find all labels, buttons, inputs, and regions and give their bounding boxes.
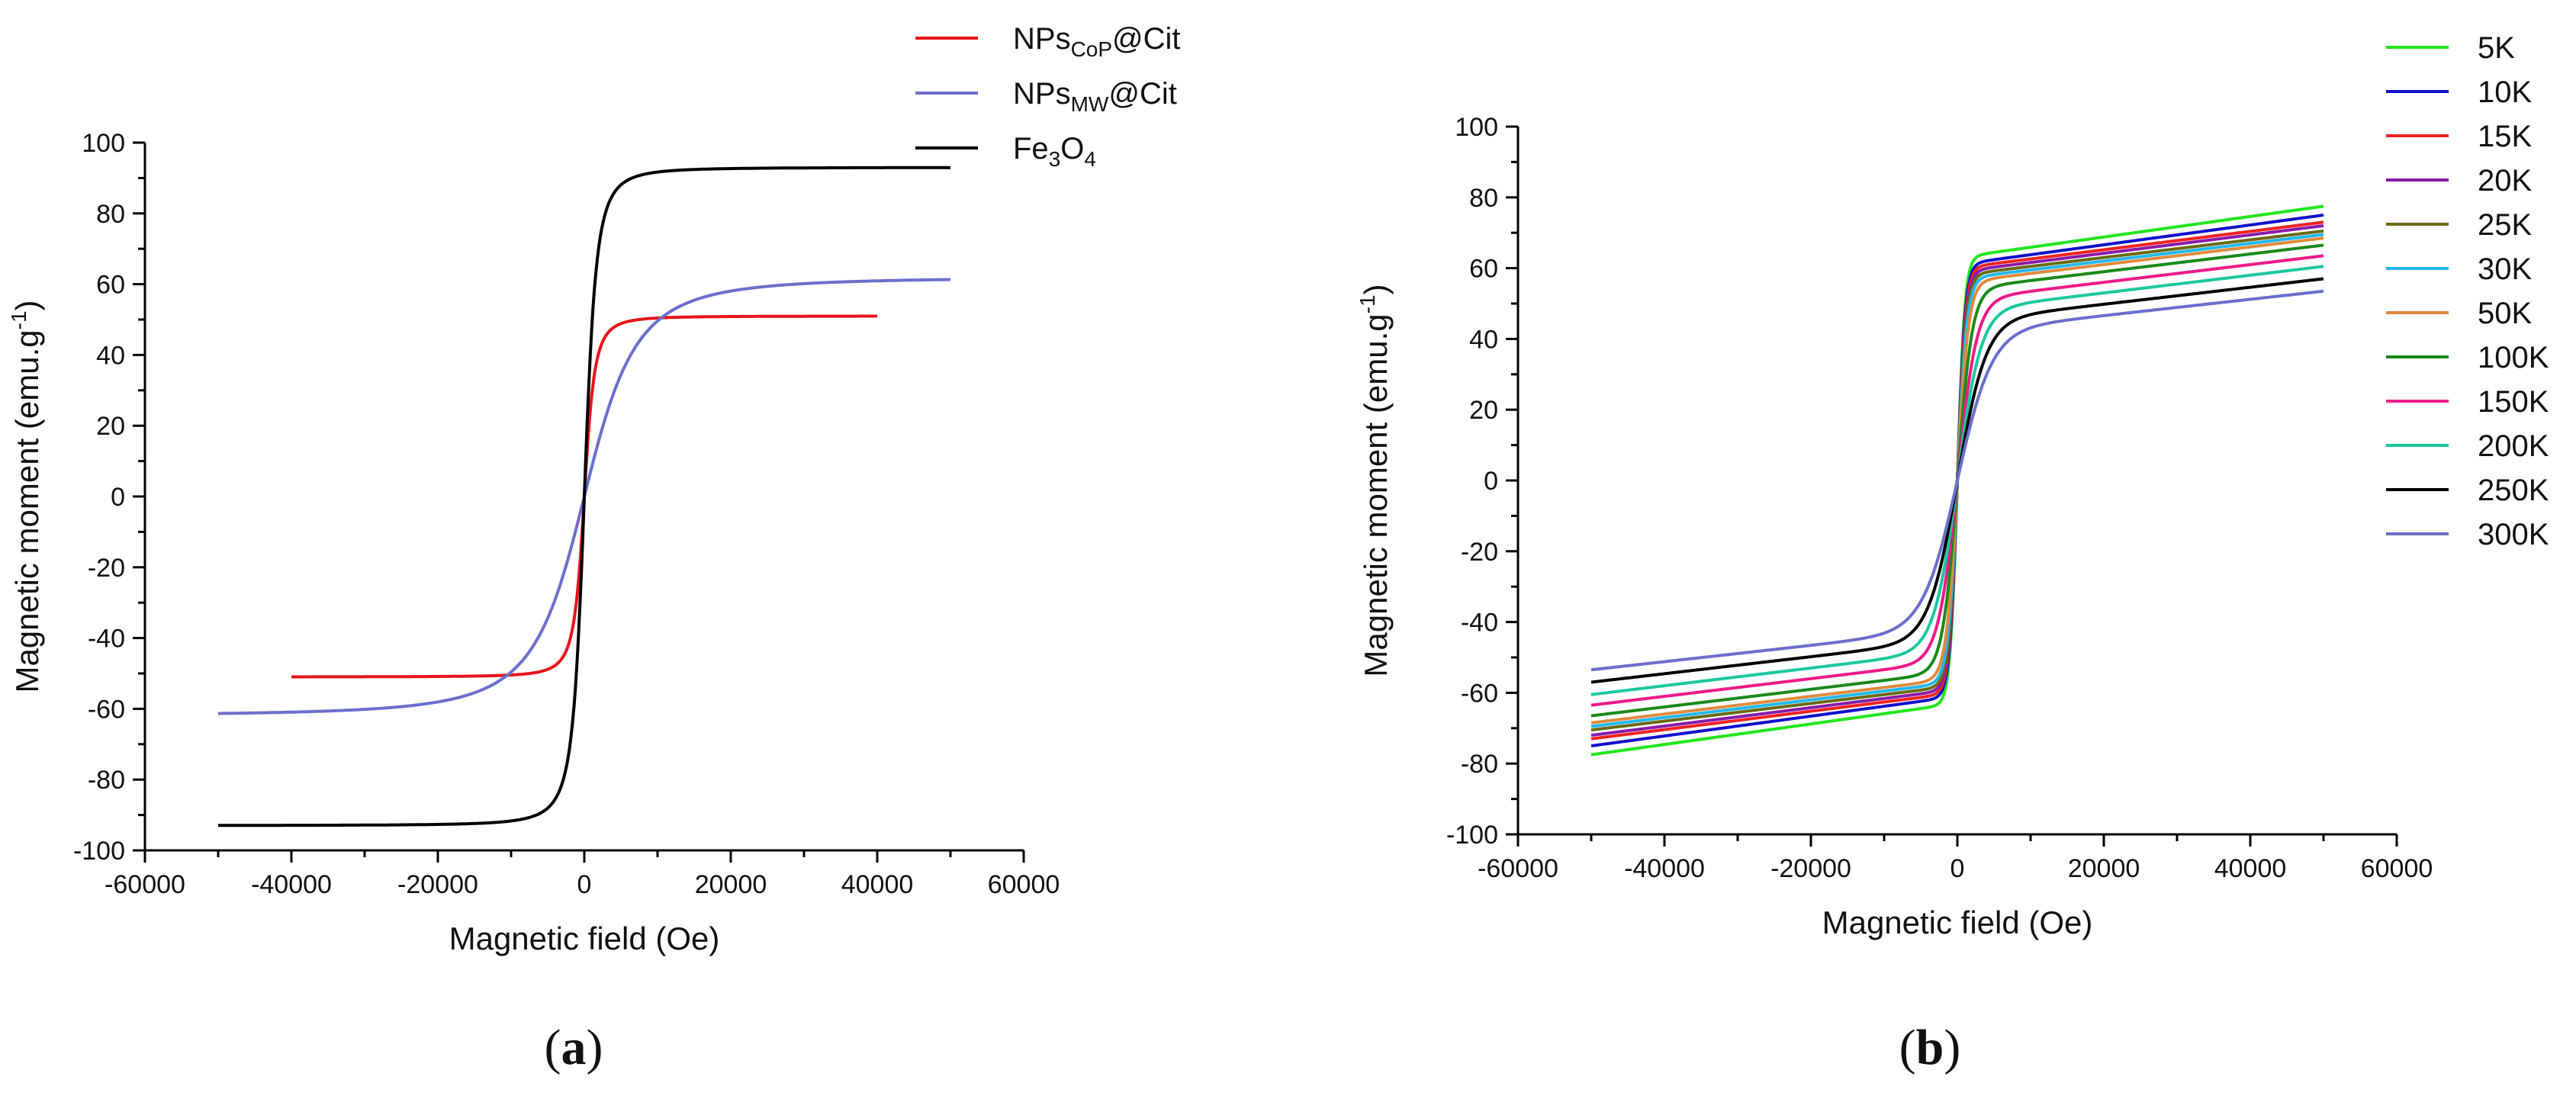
x-tick-label: 40000 <box>841 870 914 899</box>
x-tick-label: 60000 <box>988 870 1060 899</box>
x-axis-label: Magnetic field (Oe) <box>1822 905 2093 940</box>
y-axis-label: Magnetic moment (emu.g-1) <box>7 300 45 692</box>
legend-label: 150K <box>2478 385 2549 419</box>
x-tick-label: -60000 <box>1478 854 1558 883</box>
legend-label: 5K <box>2478 31 2515 65</box>
legend-label: 300K <box>2478 518 2549 551</box>
y-tick-label: -20 <box>1461 538 1498 567</box>
x-tick-label: 0 <box>577 870 592 899</box>
x-tick-label: 0 <box>1950 854 1965 883</box>
y-tick-label: 0 <box>111 483 125 512</box>
legend-label: NPsMW@Cit <box>1013 77 1177 116</box>
y-tick-label: -60 <box>1461 679 1498 708</box>
y-tick-label: 0 <box>1484 467 1498 496</box>
y-tick-label: -20 <box>88 554 125 583</box>
x-tick-label: -40000 <box>251 870 332 899</box>
y-tick-label: 100 <box>1455 113 1498 142</box>
y-tick-label: 60 <box>96 271 125 300</box>
y-tick-label: -40 <box>1461 609 1498 638</box>
legend-label: 250K <box>2478 474 2549 507</box>
legend-label: 15K <box>2478 120 2532 153</box>
y-tick-label: -80 <box>88 766 125 795</box>
y-tick-label: 20 <box>96 412 125 441</box>
x-tick-label: 20000 <box>695 870 767 899</box>
legend-label: 25K <box>2478 208 2532 242</box>
legend-label: 200K <box>2478 429 2549 463</box>
x-tick-label: -20000 <box>1770 854 1851 883</box>
panel-label-b-letter: b <box>1916 1020 1944 1075</box>
y-tick-label: 40 <box>96 341 125 370</box>
chart-b: -60000 -40000 -20000 0 20000 40000 60000 -100 -8… <box>1356 31 2549 940</box>
y-tick-label: -80 <box>1461 750 1498 779</box>
y-tick-label: 100 <box>82 129 125 158</box>
legend-label: 10K <box>2478 76 2532 109</box>
x-tick-label: 20000 <box>2068 854 2140 883</box>
legend-label: 100K <box>2478 341 2549 374</box>
y-tick-label: 80 <box>1469 184 1498 213</box>
y-tick-label: -100 <box>1446 821 1498 850</box>
y-tick-label: -100 <box>73 837 125 866</box>
chart-a: -60000 -40000 -20000 0 20000 40000 60000 -100 -8… <box>7 22 1181 956</box>
panel-label-a: (a) <box>545 1020 603 1075</box>
y-tick-label: 40 <box>1469 325 1498 354</box>
y-axis-label: Magnetic moment (emu.g-1) <box>1356 284 1394 676</box>
y-tick-label: 80 <box>96 200 125 229</box>
legend-label: NPsCoP@Cit <box>1013 22 1181 61</box>
y-tick-label: -60 <box>88 695 125 724</box>
legend-label: Fe3O4 <box>1013 132 1096 171</box>
x-tick-label: 40000 <box>2214 854 2287 883</box>
panel-label-a-letter: a <box>561 1020 587 1075</box>
x-tick-label: -60000 <box>105 870 185 899</box>
x-tick-label: 60000 <box>2361 854 2433 883</box>
legend-label: 30K <box>2478 252 2532 286</box>
series-line-fe3o4 <box>218 165 950 827</box>
legend-label: 50K <box>2478 297 2532 330</box>
panel-label-b: (b) <box>1899 1020 1961 1075</box>
y-tick-label: -40 <box>88 625 125 654</box>
y-tick-label: 60 <box>1469 255 1498 284</box>
x-tick-label: -20000 <box>397 870 478 899</box>
x-tick-label: -40000 <box>1624 854 1705 883</box>
x-axis-label: Magnetic field (Oe) <box>449 921 720 956</box>
series-line-300k <box>1590 289 2324 672</box>
y-tick-label: 20 <box>1469 396 1498 425</box>
legend-label: 20K <box>2478 164 2532 198</box>
